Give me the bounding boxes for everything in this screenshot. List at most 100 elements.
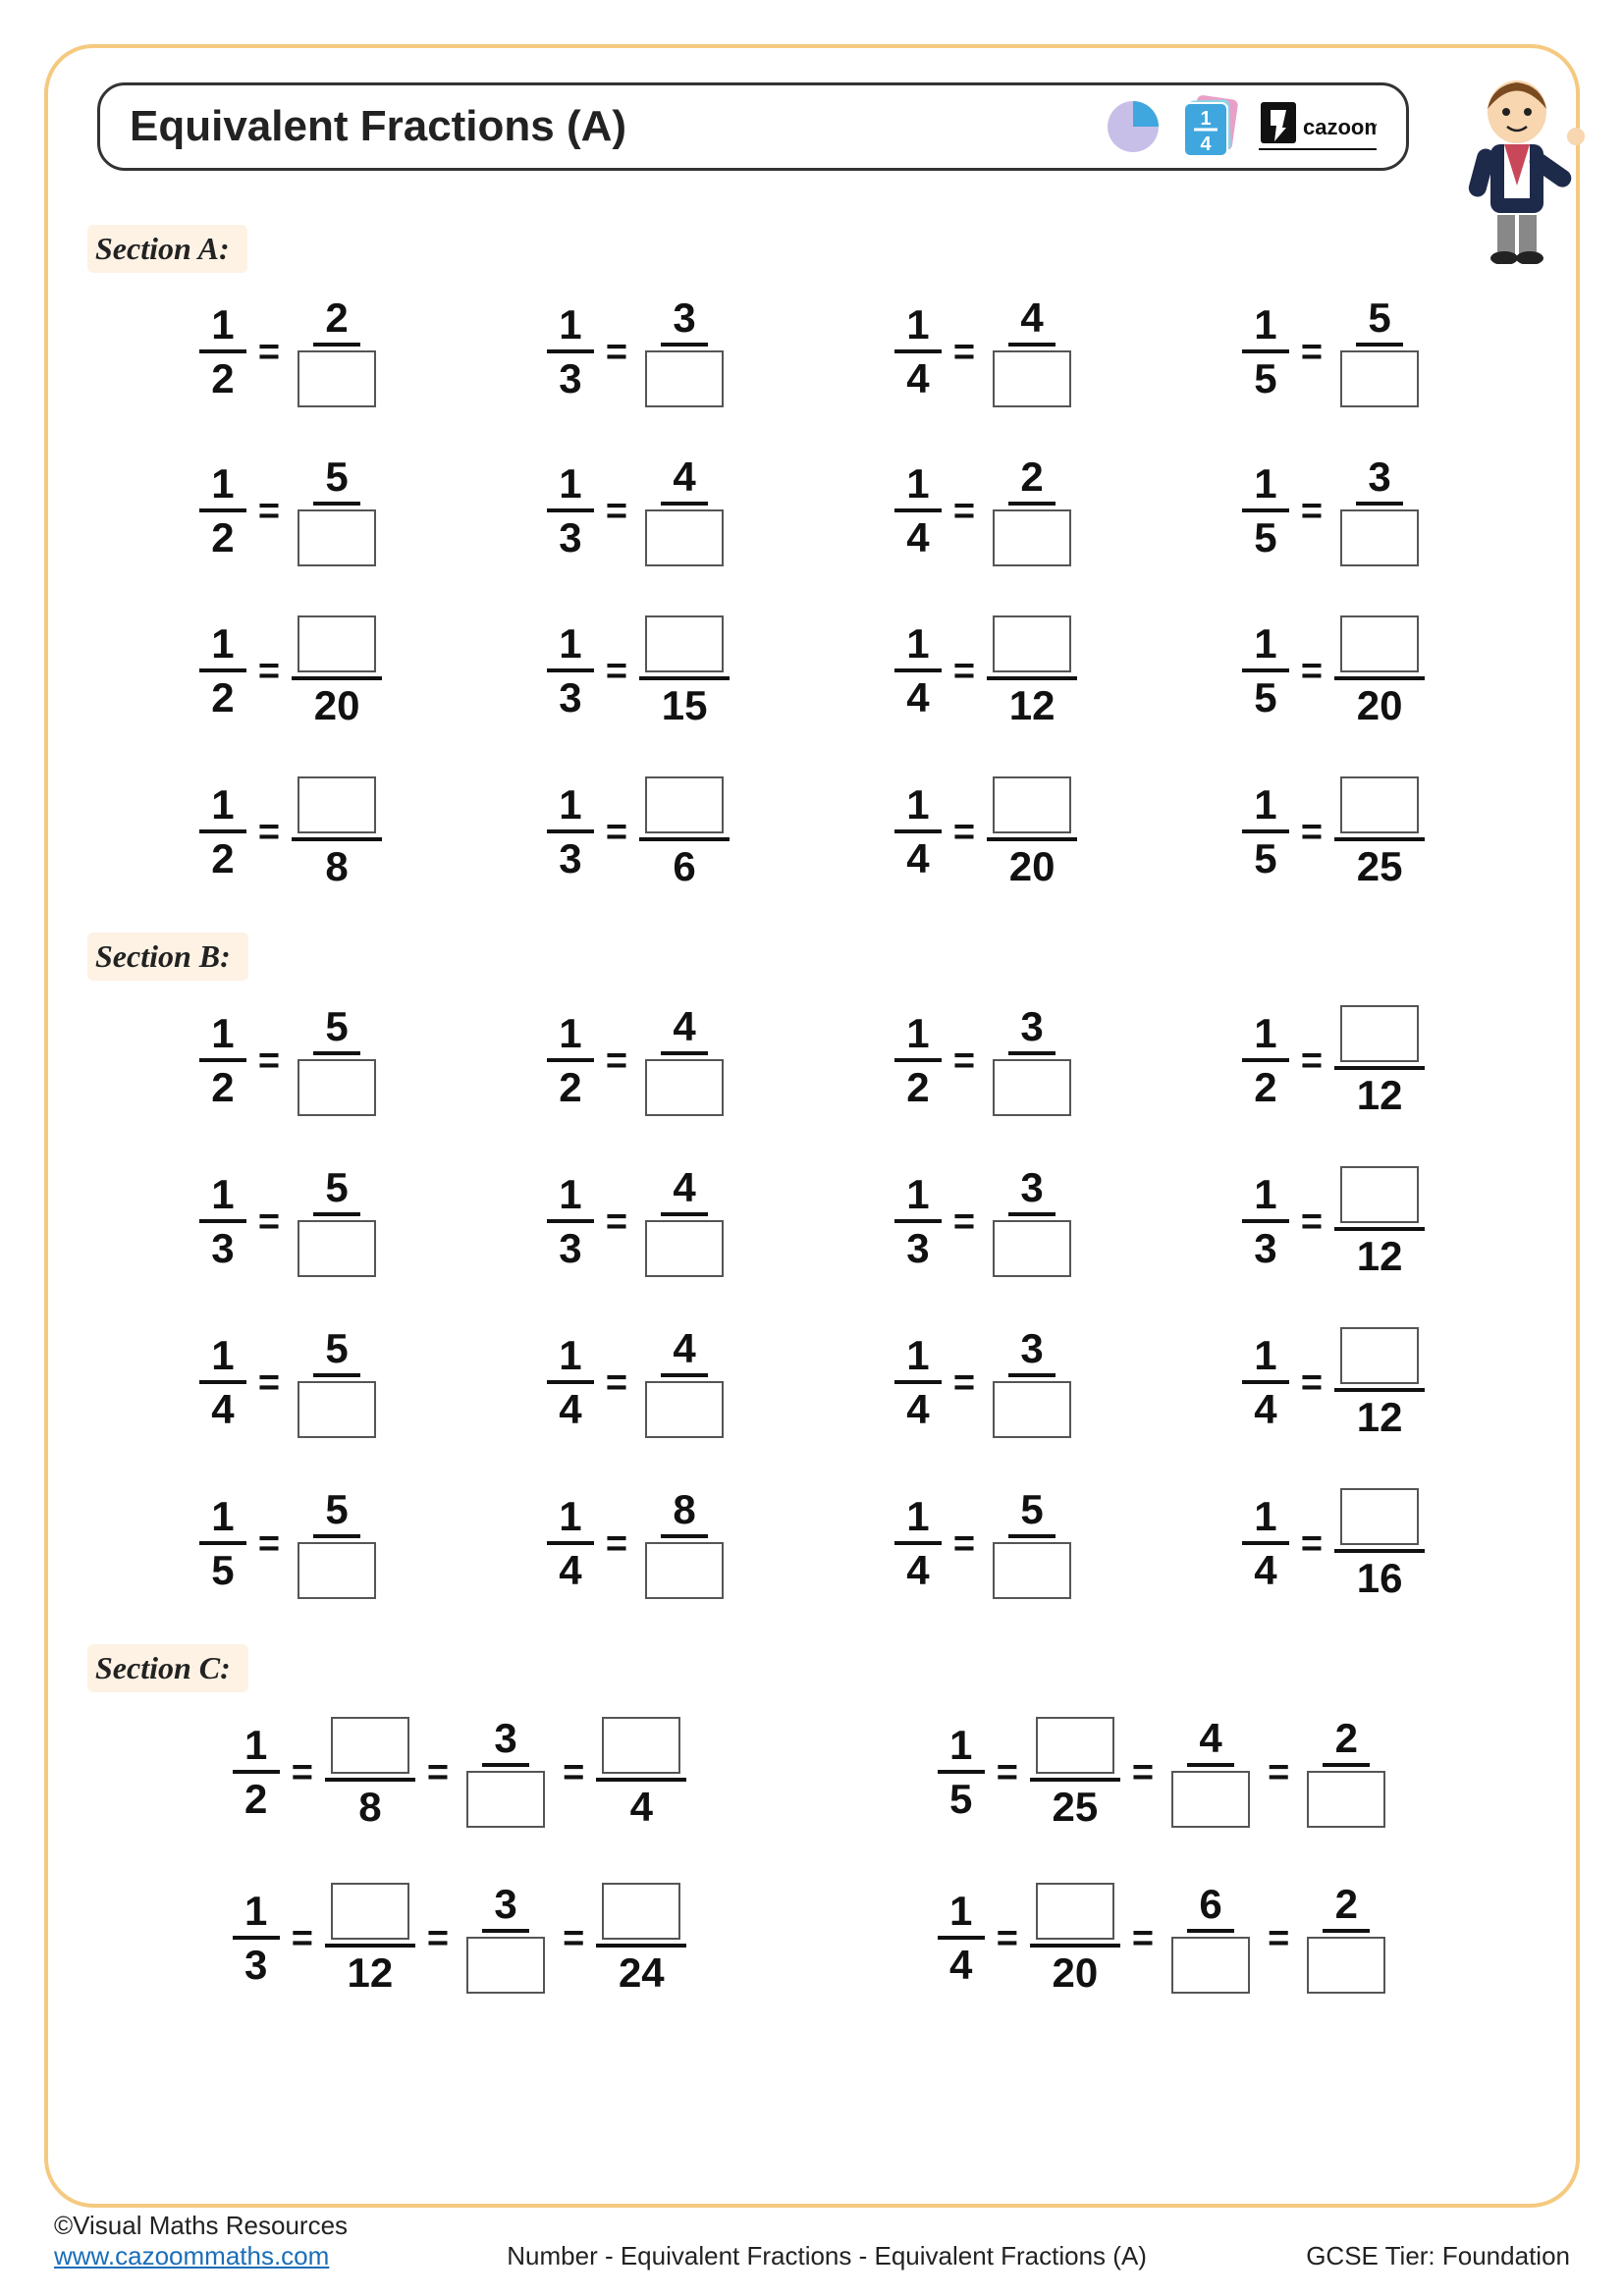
- equals-sign: =: [258, 1201, 280, 1244]
- answer-box[interactable]: [993, 1542, 1071, 1599]
- value: 1: [211, 1496, 234, 1537]
- answer-box[interactable]: [645, 1059, 724, 1116]
- answer-box[interactable]: [645, 509, 724, 566]
- fraction: 14: [547, 1496, 594, 1592]
- answer-box[interactable]: [298, 509, 376, 566]
- fraction-problem: 15=20: [1169, 615, 1497, 727]
- answer-box[interactable]: [645, 1220, 724, 1277]
- answer-box[interactable]: [298, 776, 376, 833]
- answer-box[interactable]: [645, 1381, 724, 1438]
- fraction: 25: [1334, 776, 1425, 888]
- answer-box[interactable]: [645, 350, 724, 407]
- equals-sign: =: [258, 1523, 280, 1566]
- answer-box[interactable]: [1307, 1771, 1385, 1828]
- answer-box[interactable]: [645, 1542, 724, 1599]
- section-c-label: Section C:: [87, 1644, 248, 1692]
- answer-box[interactable]: [1036, 1883, 1114, 1940]
- answer-box[interactable]: [1340, 1488, 1419, 1545]
- answer-box[interactable]: [602, 1883, 680, 1940]
- answer-box[interactable]: [1171, 1937, 1250, 1994]
- answer-box[interactable]: [298, 1542, 376, 1599]
- answer-box[interactable]: [1036, 1717, 1114, 1774]
- fraction: 4: [1165, 1718, 1256, 1828]
- page-footer: ©Visual Maths Resources www.cazoommaths.…: [54, 2211, 1570, 2271]
- value: 1: [211, 304, 234, 346]
- answer-box[interactable]: [331, 1717, 409, 1774]
- value: 5: [1254, 358, 1276, 400]
- fraction: 14: [894, 463, 942, 560]
- cazoom-logo: cazoom!: [1259, 100, 1377, 154]
- answer-box[interactable]: [1307, 1937, 1385, 1994]
- fraction-problem: 13=3: [822, 1166, 1150, 1278]
- value: 1: [906, 1013, 929, 1054]
- answer-box[interactable]: [1340, 350, 1419, 407]
- footer-link[interactable]: www.cazoommaths.com: [54, 2241, 348, 2271]
- value: 1: [906, 784, 929, 826]
- answer-box[interactable]: [298, 615, 376, 672]
- answer-box[interactable]: [1340, 776, 1419, 833]
- value: 1: [1254, 463, 1276, 505]
- answer-box[interactable]: [993, 350, 1071, 407]
- answer-box[interactable]: [1340, 1005, 1419, 1062]
- fraction: 5: [292, 1006, 382, 1116]
- answer-box[interactable]: [298, 350, 376, 407]
- fraction: 20: [1030, 1883, 1120, 1995]
- value: 4: [673, 1006, 695, 1047]
- value: 4: [1020, 297, 1043, 339]
- fraction: 2: [292, 297, 382, 407]
- value: 5: [1368, 297, 1390, 339]
- answer-box[interactable]: [1340, 509, 1419, 566]
- fraction: 14: [894, 304, 942, 400]
- answer-box[interactable]: [1340, 1166, 1419, 1223]
- answer-box[interactable]: [645, 776, 724, 833]
- value: 3: [1020, 1167, 1043, 1208]
- answer-box[interactable]: [602, 1717, 680, 1774]
- answer-box[interactable]: [993, 615, 1071, 672]
- footer-copyright: ©Visual Maths Resources: [54, 2211, 348, 2241]
- answer-box[interactable]: [1171, 1771, 1250, 1828]
- fraction-problem: 14=8: [474, 1488, 802, 1600]
- answer-box[interactable]: [993, 1059, 1071, 1116]
- fraction: 14: [199, 1335, 246, 1431]
- value: 2: [1335, 1884, 1358, 1925]
- answer-box[interactable]: [331, 1883, 409, 1940]
- value: 2: [1020, 456, 1043, 498]
- equals-sign: =: [606, 491, 627, 533]
- fraction-chain: 12=8=3=4: [127, 1717, 792, 1829]
- fraction: 13: [894, 1174, 942, 1270]
- equals-sign: =: [1268, 1752, 1289, 1794]
- fraction: 13: [547, 1174, 594, 1270]
- answer-box[interactable]: [298, 1381, 376, 1438]
- value: 4: [906, 358, 929, 400]
- answer-box[interactable]: [298, 1059, 376, 1116]
- answer-box[interactable]: [298, 1220, 376, 1277]
- fraction: 15: [1242, 784, 1289, 881]
- value: 5: [325, 1489, 348, 1530]
- value: 2: [211, 838, 234, 880]
- equals-sign: =: [258, 491, 280, 533]
- answer-box[interactable]: [1340, 615, 1419, 672]
- fraction: 15: [1242, 623, 1289, 720]
- answer-box[interactable]: [1340, 1327, 1419, 1384]
- equals-sign: =: [1301, 491, 1323, 533]
- value: 1: [559, 1496, 581, 1537]
- value: 5: [325, 1167, 348, 1208]
- value: 6: [1199, 1884, 1221, 1925]
- answer-box[interactable]: [993, 1381, 1071, 1438]
- equals-sign: =: [953, 491, 975, 533]
- equals-sign: =: [1132, 1918, 1154, 1960]
- fraction: 3: [639, 297, 730, 407]
- fraction: 14: [894, 784, 942, 881]
- equals-sign: =: [953, 651, 975, 693]
- answer-box[interactable]: [645, 615, 724, 672]
- value: 1: [559, 1013, 581, 1054]
- fraction: 3: [460, 1884, 551, 1994]
- equals-sign: =: [953, 812, 975, 854]
- value: 3: [494, 1884, 516, 1925]
- answer-box[interactable]: [466, 1771, 545, 1828]
- value: 4: [211, 1389, 234, 1430]
- answer-box[interactable]: [466, 1937, 545, 1994]
- answer-box[interactable]: [993, 509, 1071, 566]
- answer-box[interactable]: [993, 1220, 1071, 1277]
- answer-box[interactable]: [993, 776, 1071, 833]
